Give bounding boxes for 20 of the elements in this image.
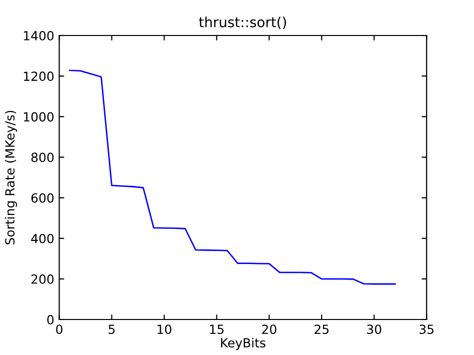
y-axis-title: Sorting Rate (MKey/s)	[4, 110, 18, 244]
x-tick-label: 0	[56, 324, 62, 334]
y-tick-label: 0	[47, 314, 54, 324]
y-tick-label: 600	[31, 193, 54, 203]
y-tick-label: 1000	[24, 112, 54, 122]
x-tick-label: 10	[158, 324, 172, 334]
x-tick-label: 15	[210, 324, 224, 334]
y-tick-label: 1400	[24, 30, 54, 40]
x-tick-label: 5	[108, 324, 115, 334]
y-tick-label: 800	[31, 152, 54, 162]
line-series	[69, 70, 396, 285]
x-tick-label: 30	[367, 324, 382, 334]
x-tick-label: 20	[262, 324, 276, 334]
chart-title: thrust::sort()	[199, 16, 286, 29]
y-tick-label: 400	[31, 234, 54, 244]
x-tick-label: 35	[420, 324, 434, 334]
x-tick-label: 25	[314, 324, 329, 334]
y-tick-label: 200	[31, 274, 54, 284]
y-tick-label: 1200	[24, 72, 54, 81]
x-axis-title: KeyBits	[221, 338, 266, 350]
